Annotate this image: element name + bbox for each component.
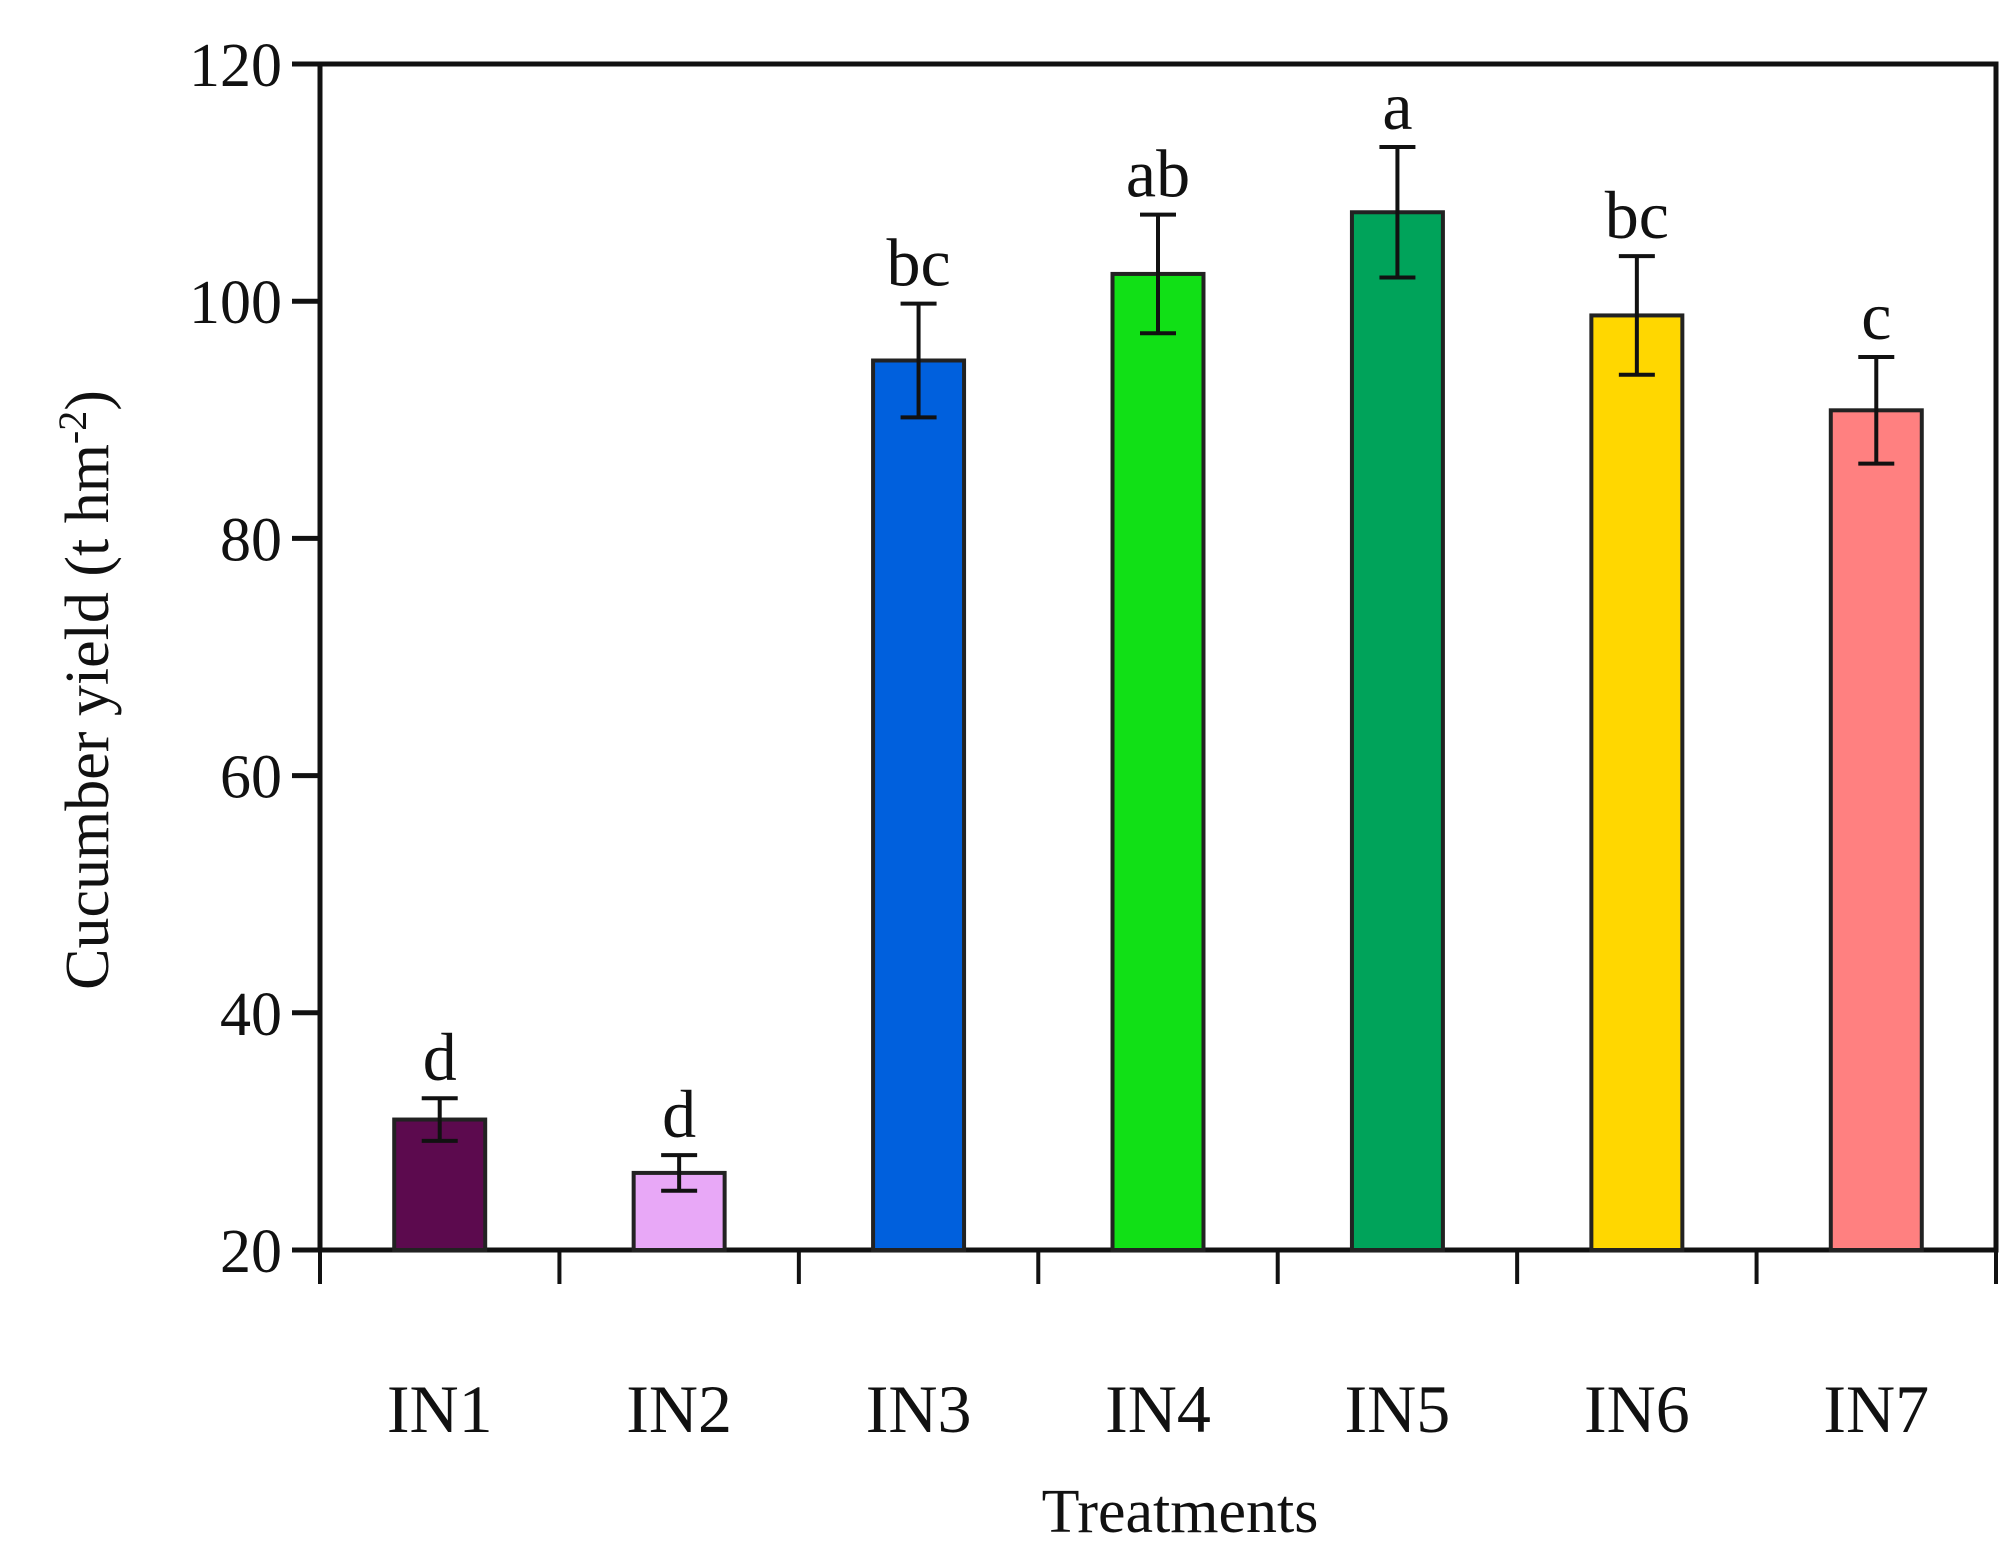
y-axis-title-main: Cucumber yield (t hm: [54, 444, 122, 990]
y-axis: 20 40 60 80 100 120: [189, 32, 320, 1286]
error-bar-in6: [1618, 254, 1655, 377]
significance-label-in3: bc: [886, 225, 950, 301]
x-tick-label-in4: IN4: [1105, 1371, 1211, 1447]
significance-label-in6: bc: [1605, 177, 1669, 253]
x-axis-title: Treatments: [1042, 1478, 1319, 1546]
significance-label-in1: d: [423, 1019, 457, 1095]
significance-label-in5: a: [1382, 68, 1412, 144]
bar-in7: [1828, 408, 1924, 1252]
y-axis-title: Cucumber yield (t hm-2): [50, 390, 122, 990]
significance-labels: d d bc ab a bc c: [423, 68, 1892, 1152]
y-tick-label-3: 80: [220, 506, 282, 574]
error-bar-in1: [421, 1096, 458, 1143]
x-tick-label-in3: IN3: [866, 1371, 972, 1447]
y-axis-title-tail: ): [54, 390, 122, 411]
significance-label-in4: ab: [1126, 136, 1190, 212]
bar-in5: [1349, 210, 1445, 1252]
x-tick-label-in1: IN1: [387, 1371, 493, 1447]
error-bar-in7: [1858, 354, 1895, 466]
x-axis: IN1 IN2 IN3 IN4 IN5 IN6 IN7: [318, 1250, 1998, 1447]
error-bar-in2: [661, 1153, 698, 1193]
bars: [392, 210, 1924, 1253]
y-tick-label-1: 40: [220, 981, 282, 1049]
error-bar-in5: [1379, 145, 1416, 280]
x-tick-label-in7: IN7: [1823, 1371, 1929, 1447]
x-tick-label-in5: IN5: [1345, 1371, 1451, 1447]
y-tick-label-5: 120: [189, 32, 282, 100]
significance-label-in2: d: [662, 1076, 696, 1152]
bar-in6: [1589, 313, 1685, 1252]
y-tick-label-0: 20: [220, 1218, 282, 1286]
significance-label-in7: c: [1861, 278, 1891, 354]
y-tick-label-4: 100: [189, 269, 282, 337]
error-bar-in3: [900, 301, 937, 420]
error-bar-in4: [1140, 212, 1176, 336]
y-tick-label-2: 60: [220, 744, 282, 812]
x-tick-label-in6: IN6: [1584, 1371, 1690, 1447]
bar-in4: [1110, 271, 1206, 1252]
bar-in3: [871, 358, 967, 1252]
error-bars: [421, 145, 1895, 1193]
y-axis-title-superscript: -2: [50, 411, 95, 444]
x-tick-label-in2: IN2: [626, 1371, 732, 1447]
